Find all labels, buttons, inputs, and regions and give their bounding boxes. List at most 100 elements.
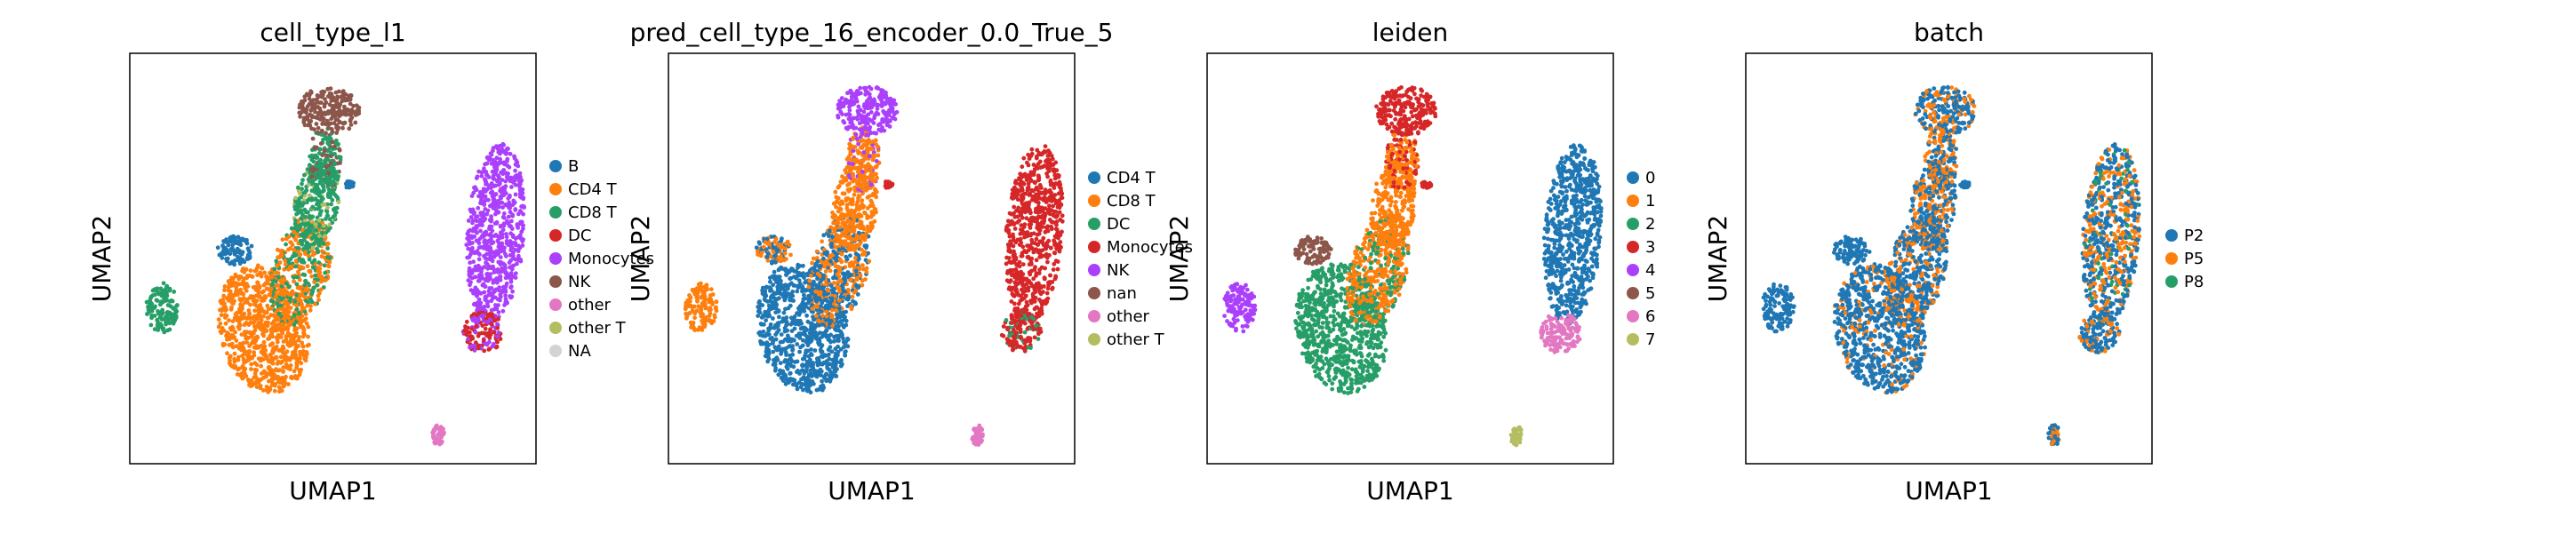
scatter-point [489, 298, 494, 304]
scatter-point [866, 121, 870, 126]
scatter-point [294, 282, 300, 287]
scatter-point [148, 322, 154, 328]
scatter-point [798, 332, 804, 337]
scatter-point [308, 167, 314, 172]
scatter-point [489, 203, 494, 208]
scatter-point [479, 173, 484, 179]
scatter-point [485, 240, 491, 244]
scatter-point [297, 256, 302, 261]
scatter-point [828, 332, 833, 338]
scatter-point [342, 104, 347, 109]
scatter-point [327, 102, 332, 107]
scatter-point [874, 171, 878, 177]
scatter-point [293, 374, 299, 379]
scatter-point [298, 286, 303, 291]
scatter-point [329, 150, 333, 155]
scatter-point [492, 184, 496, 188]
scatter-point [837, 216, 843, 221]
scatter-point [270, 325, 276, 330]
scatter-point [490, 189, 495, 195]
scatter-point [340, 125, 345, 131]
scatter-point [244, 297, 250, 302]
scatter-point [254, 316, 260, 322]
scatter-point [287, 292, 292, 297]
scatter-point [218, 321, 223, 326]
scatter-point [779, 370, 784, 376]
scatter-point [850, 294, 855, 299]
scatter-point [274, 355, 279, 360]
cluster-Mono_lo [460, 310, 503, 354]
scatter-point [300, 340, 305, 346]
legend-marker [549, 229, 562, 242]
scatter-point [486, 197, 491, 203]
scatter-point [335, 96, 340, 100]
scatter-point [163, 287, 168, 292]
scatter-point [217, 252, 222, 258]
scatter-point [887, 110, 892, 115]
scatter-point [493, 303, 498, 307]
scatter-point [844, 212, 850, 218]
scatter-point [498, 255, 503, 259]
scatter-point [829, 296, 835, 301]
scatter-point [353, 120, 358, 125]
scatter-point [263, 310, 268, 315]
legend-label: DC [568, 227, 591, 245]
scatter-point [778, 361, 783, 366]
scatter-point [269, 377, 275, 382]
scatter-point [860, 169, 865, 174]
scatter-point [321, 184, 326, 189]
scatter-point [259, 363, 264, 369]
scatter-point [266, 306, 271, 312]
scatter-point [303, 358, 308, 363]
scatter-point [470, 220, 475, 226]
scatter-point [863, 143, 868, 148]
scatter-point [308, 107, 314, 112]
scatter-point [836, 324, 841, 329]
scatter-point [820, 354, 824, 359]
scatter-point [291, 333, 296, 338]
scatter-point [800, 362, 804, 368]
scatter-point [293, 219, 298, 223]
scatter-point [282, 377, 287, 382]
scatter-point [522, 204, 526, 209]
scatter-point [303, 288, 308, 293]
scatter-point [868, 86, 874, 91]
scatter-point [318, 287, 324, 292]
scatter-point [501, 149, 507, 155]
scatter-point [282, 276, 287, 282]
scatter-point [271, 348, 276, 354]
scatter-point [860, 247, 864, 252]
scatter-point [220, 306, 224, 312]
scatter-point [299, 222, 304, 227]
scatter-point [503, 299, 508, 305]
scatter-point [273, 279, 278, 284]
scatter-point [476, 278, 481, 283]
scatter-point [252, 300, 258, 306]
scatter-point [265, 356, 270, 362]
scatter-point [172, 290, 177, 294]
scatter-point [334, 205, 340, 211]
scatter-point [246, 308, 252, 313]
scatter-point [484, 278, 488, 282]
scatter-point [516, 253, 521, 259]
scatter-point [495, 297, 500, 302]
scatter-point [817, 330, 822, 336]
scatter-point [215, 245, 220, 251]
scatter-point [467, 269, 472, 274]
scatter-point [515, 160, 520, 165]
scatter-point [804, 348, 809, 354]
scatter-point [864, 166, 868, 171]
scatter-point [318, 141, 324, 147]
scatter-point [316, 298, 321, 302]
scatter-point [499, 195, 503, 201]
scatter-point [819, 298, 824, 304]
scatter-point [785, 268, 790, 273]
scatter-point [779, 265, 784, 270]
scatter-point [467, 239, 472, 243]
scatter-point [850, 214, 855, 219]
scatter-point [286, 309, 292, 314]
scatter-point [519, 221, 524, 227]
scatter-point [484, 294, 489, 299]
scatter-point [312, 241, 317, 246]
scatter-point [847, 141, 852, 147]
